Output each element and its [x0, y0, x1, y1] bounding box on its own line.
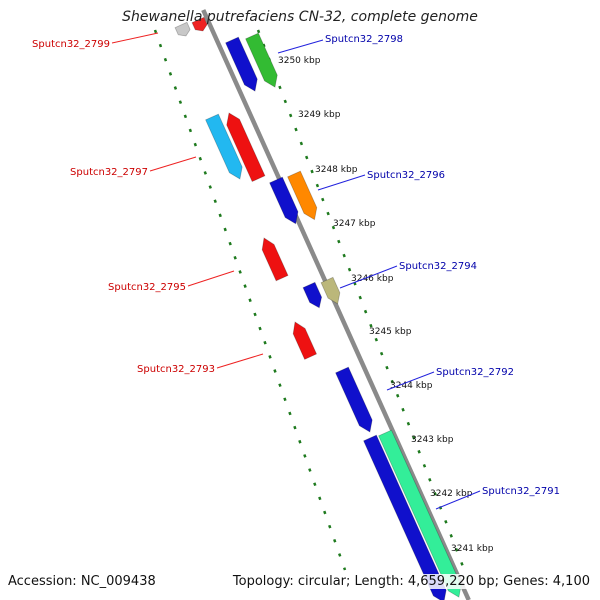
tick-label: 3249 kbp	[298, 110, 341, 120]
gene-label: Sputcn32_2798	[325, 34, 403, 45]
tick-label: 3246 kbp	[351, 274, 394, 284]
tick-label: 3247 kbp	[333, 219, 376, 229]
tick-label: 3248 kbp	[315, 165, 358, 175]
tick-label: 3244 kbp	[390, 381, 433, 391]
genome-backbone	[201, 9, 471, 600]
gene-label: Sputcn32_2793	[137, 364, 215, 375]
gene-label: Sputcn32_2799	[32, 39, 110, 50]
gene-arrow-2797-cyan	[205, 113, 243, 180]
gene-label: Sputcn32_2795	[108, 282, 186, 293]
tick-label: 3242 kbp	[430, 489, 473, 499]
gene-arrow-2797-red	[226, 112, 266, 183]
gene-arrow-2796-orange	[287, 170, 318, 221]
gene-label: Sputcn32_2794	[399, 261, 477, 272]
gene-arrow-2792	[335, 366, 373, 433]
label-leader-line	[339, 265, 398, 289]
gene-arrow-2799-red	[191, 16, 208, 32]
label-leader-line	[187, 270, 235, 287]
gene-arrow-2794-olive	[320, 276, 341, 305]
inner-tick-track	[153, 29, 347, 571]
genome-title: Shewanella putrefaciens CN-32, complete …	[122, 9, 478, 25]
tick-label: 3241 kbp	[451, 544, 494, 554]
gene-arrow-2793	[292, 321, 318, 360]
gene-label: Sputcn32_2797	[70, 167, 148, 178]
gene-arrow-2799-grey	[174, 21, 191, 37]
outer-tick-track	[256, 29, 472, 586]
gene-arrow-2798-blue	[225, 36, 258, 92]
gene-arrow-2795	[261, 237, 289, 282]
label-leader-line	[435, 490, 481, 510]
gene-arrow-2794-blue	[302, 281, 323, 309]
tick-label: 3245 kbp	[369, 327, 412, 337]
gene-label: Sputcn32_2792	[436, 367, 514, 378]
gene-label: Sputcn32_2791	[482, 486, 560, 497]
genome-stats-text: Topology: circular; Length: 4,659,220 bp…	[232, 574, 590, 589]
label-leader-line	[317, 174, 366, 191]
tick-label: 3243 kbp	[411, 435, 454, 445]
accession-text: Accession: NC_009438	[8, 574, 156, 589]
gene-arrow-2791-blue	[363, 434, 447, 600]
label-leader-line	[216, 353, 264, 369]
gene-arrow-2798-green	[245, 32, 278, 88]
gene-arrow-2791-green	[378, 429, 462, 598]
label-leader-line	[111, 32, 159, 44]
label-leader-line	[386, 371, 435, 391]
gene-arrow-2796-blue	[269, 176, 299, 225]
label-leader-line	[149, 156, 197, 172]
label-leader-line	[277, 39, 324, 54]
tick-label: 3250 kbp	[278, 56, 321, 66]
gene-label: Sputcn32_2796	[367, 170, 445, 181]
